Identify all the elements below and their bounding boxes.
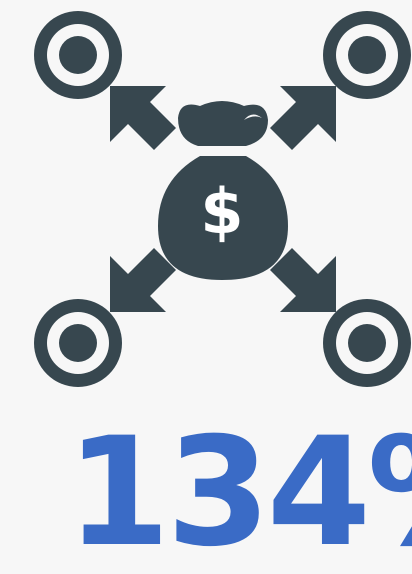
arrow — [110, 86, 176, 150]
arrows — [110, 86, 336, 312]
target — [323, 299, 411, 387]
money-bag: $ — [158, 101, 288, 280]
stat-value: 134% — [66, 406, 412, 574]
currency-symbol: $ — [200, 175, 243, 248]
arrow — [270, 86, 336, 150]
target — [34, 299, 122, 387]
targets — [34, 11, 411, 387]
arrow — [110, 248, 176, 312]
target — [323, 11, 411, 99]
target — [34, 11, 122, 99]
distribution-icon: $ — [34, 11, 411, 387]
arrow — [270, 248, 336, 312]
